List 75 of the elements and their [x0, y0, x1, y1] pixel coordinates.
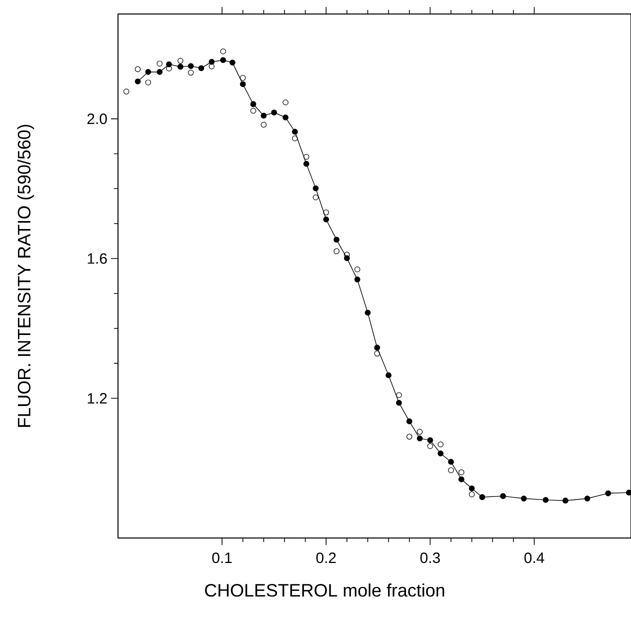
point [260, 122, 267, 128]
point [396, 392, 402, 398]
point [562, 498, 568, 504]
point [156, 60, 163, 66]
y-tick-label: 1.2 [88, 393, 107, 404]
point [354, 276, 360, 282]
point [468, 485, 475, 492]
point [220, 48, 226, 54]
x-tick-label: 0.1 [212, 552, 232, 564]
point [271, 110, 278, 116]
point [374, 350, 380, 356]
point [220, 57, 226, 64]
point [323, 216, 330, 222]
point [240, 81, 246, 88]
point [448, 467, 454, 474]
point [134, 66, 141, 72]
point [303, 154, 310, 160]
point [427, 437, 434, 444]
point [584, 496, 590, 502]
point [312, 185, 319, 192]
x-tick-label: 0.3 [420, 552, 440, 564]
point [312, 194, 319, 200]
y-axis-title: FLUOR. INTENSITY RATIO (590/560) [17, 124, 34, 427]
point [230, 60, 236, 66]
point [448, 458, 454, 465]
point [427, 443, 434, 450]
point [479, 494, 486, 500]
point [520, 496, 527, 502]
x-tick-label: 0.4 [524, 552, 544, 564]
point [282, 114, 288, 120]
point [123, 88, 130, 94]
point [303, 160, 310, 167]
point [542, 496, 549, 503]
point [406, 418, 412, 424]
point [416, 428, 423, 435]
point [406, 434, 412, 440]
point [177, 64, 184, 70]
point [292, 128, 298, 135]
point [156, 69, 163, 75]
point [334, 236, 340, 243]
point [605, 490, 612, 496]
point [134, 78, 141, 84]
point [364, 310, 371, 316]
point [334, 248, 340, 254]
point [260, 112, 267, 119]
point [323, 210, 330, 216]
point [188, 70, 194, 76]
point [458, 476, 464, 482]
point [468, 491, 475, 498]
point [626, 490, 631, 496]
point [292, 135, 298, 142]
point [396, 400, 402, 406]
point [386, 372, 392, 378]
point [145, 69, 152, 75]
point [208, 64, 215, 70]
point [282, 99, 288, 106]
point [145, 80, 152, 86]
point [416, 436, 423, 442]
point [438, 450, 444, 456]
point [240, 75, 246, 81]
point [354, 266, 360, 272]
point [374, 344, 380, 351]
x-tick-label: 0.2 [316, 552, 336, 564]
point [438, 441, 444, 448]
point [500, 493, 506, 500]
x-axis-title: CHOLESTEROL mole fraction [205, 584, 444, 597]
point [198, 65, 204, 72]
point [188, 63, 194, 69]
point [208, 58, 215, 65]
y-tick-label: 1.6 [88, 253, 107, 264]
point [458, 469, 464, 476]
point [178, 58, 184, 64]
y-tick-label: 2.0 [87, 114, 107, 124]
point [250, 108, 256, 114]
point [250, 101, 256, 108]
